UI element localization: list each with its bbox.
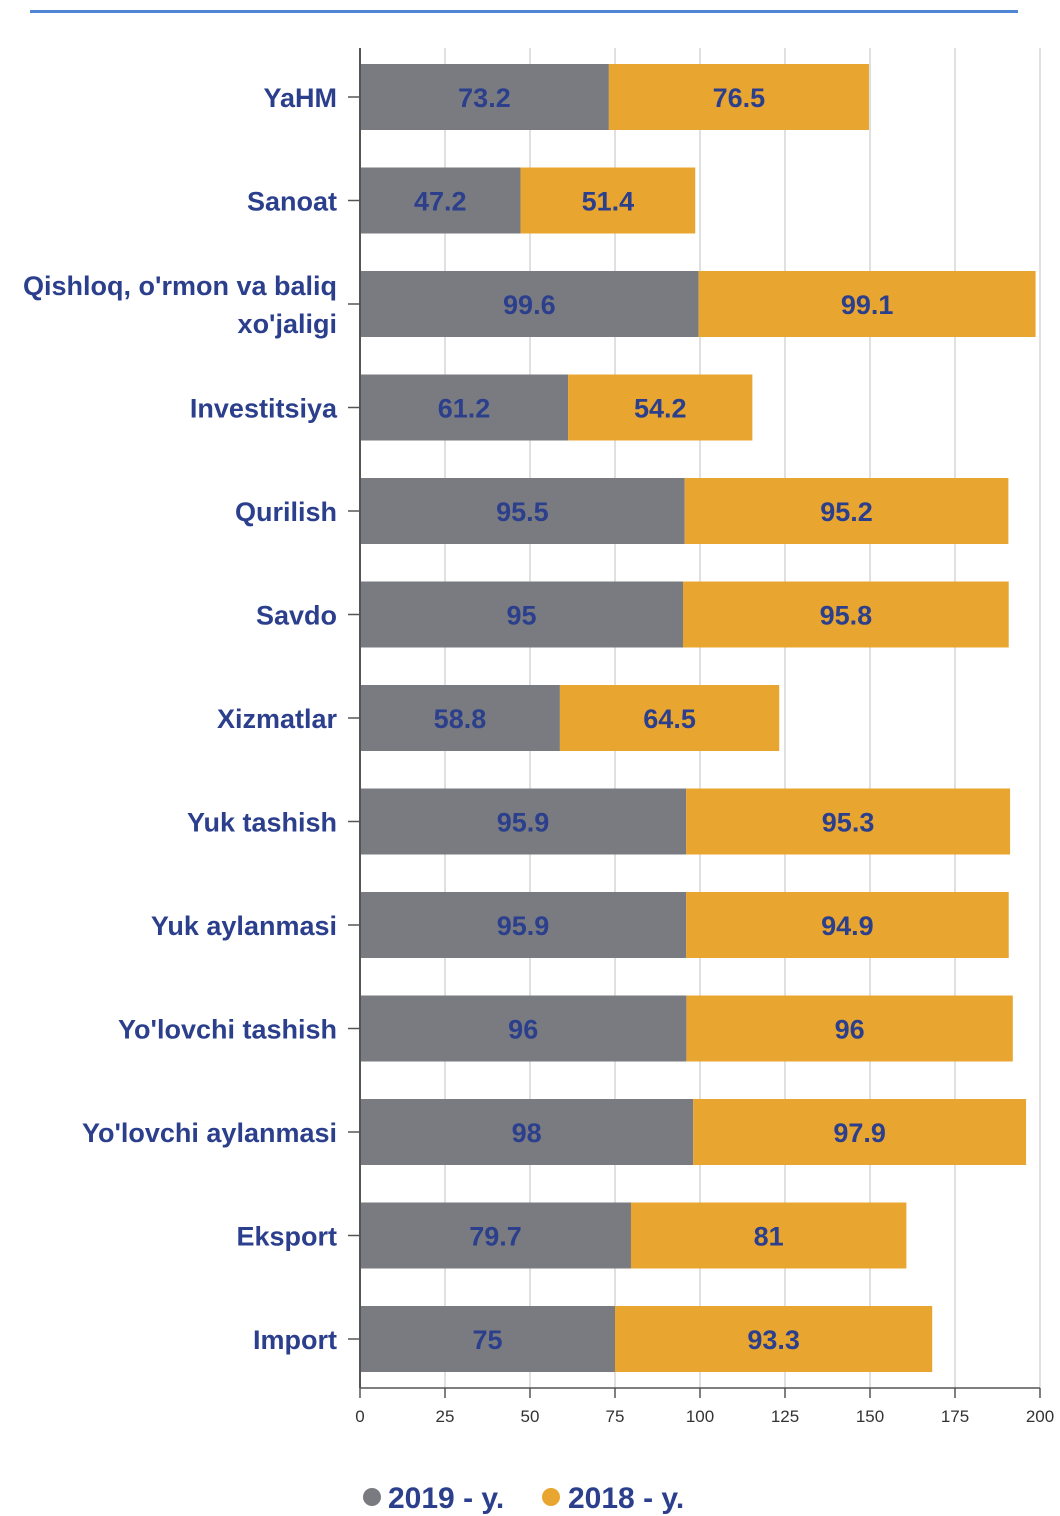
category-label-line: Yo'lovchi aylanmasi: [82, 1118, 337, 1148]
bar-2019: [360, 64, 609, 130]
category-label: Qurilish: [235, 497, 337, 527]
category-label: Investitsiya: [190, 394, 338, 424]
x-tick-label: 75: [606, 1407, 625, 1426]
value-label-2019: 47.2: [414, 187, 467, 217]
x-tick-label: 100: [686, 1407, 714, 1426]
x-tick-label: 200: [1026, 1407, 1054, 1426]
x-tick-label: 0: [355, 1407, 364, 1426]
bar-2018: [568, 374, 753, 441]
bar-2019: [360, 478, 685, 544]
category-label: Yo'lovchi aylanmasi: [82, 1118, 337, 1148]
legend-label-2018: 2018 - y.: [568, 1482, 684, 1515]
legend-label-2019: 2019 - y.: [388, 1482, 504, 1515]
bar-2019: [360, 685, 560, 751]
category-label: Sanoat: [247, 187, 337, 217]
value-label-2019: 61.2: [438, 394, 491, 424]
category-label: Yo'lovchi tashish: [118, 1015, 337, 1045]
bar-2018: [686, 995, 1013, 1062]
bar-2018: [608, 64, 869, 130]
value-label-2018: 96: [835, 1015, 865, 1045]
value-label-2019: 73.2: [458, 83, 511, 113]
legend-marker-2018: [542, 1488, 560, 1506]
x-tick-label: 25: [436, 1407, 455, 1426]
legend: 2019 - y. 2018 - y.: [363, 1482, 684, 1515]
value-label-2018: 54.2: [634, 394, 687, 424]
value-label-2018: 95.2: [820, 497, 873, 527]
bar-2019: [360, 788, 687, 855]
value-label-2019: 75: [472, 1325, 502, 1355]
category-label: Import: [253, 1325, 337, 1355]
value-label-2019: 98: [512, 1118, 542, 1148]
value-label-2019: 96: [508, 1015, 538, 1045]
value-label-2019: 95.9: [497, 808, 550, 838]
value-label-2018: 99.1: [841, 290, 894, 320]
category-label: YaHM: [263, 83, 337, 113]
category-label: Xizmatlar: [217, 704, 338, 734]
value-label-2018: 95.3: [822, 808, 875, 838]
bar-2019: [360, 167, 521, 234]
bar-2018: [683, 581, 1009, 648]
bar-2019: [360, 995, 687, 1062]
value-label-2019: 95.5: [496, 497, 549, 527]
category-label-line: Savdo: [256, 601, 337, 631]
value-label-2019: 99.6: [503, 290, 556, 320]
category-label-line: xo'jaligi: [238, 309, 337, 339]
bar-2019: [360, 892, 687, 958]
value-label-2018: 93.3: [747, 1325, 800, 1355]
category-label: Qishloq, o'rmon va baliq xo'jaligi: [23, 271, 337, 339]
category-label-line: YaHM: [263, 83, 337, 113]
category-label-line: Import: [253, 1325, 337, 1355]
bar-2018: [520, 167, 696, 234]
value-label-2018: 94.9: [821, 911, 874, 941]
value-label-2019: 95: [506, 601, 536, 631]
category-label-line: Xizmatlar: [217, 704, 338, 734]
category-label-line: Yuk aylanmasi: [151, 911, 337, 941]
bar-2018: [698, 271, 1036, 337]
x-tick-label: 175: [941, 1407, 969, 1426]
axes: 0 25 50 75 100 125 150 175 200 YaHM Sanoat Qishloq,…: [23, 48, 1054, 1426]
bar-2018: [615, 1306, 933, 1372]
bar-2019: [360, 1099, 694, 1165]
top-divider: [30, 10, 1018, 13]
x-tick-label: 125: [771, 1407, 799, 1426]
category-label: Yuk aylanmasi: [151, 911, 337, 941]
bar-2018: [630, 1202, 907, 1269]
bar-2018: [686, 788, 1011, 855]
bar-2019: [360, 271, 699, 337]
category-label: Eksport: [236, 1222, 337, 1252]
category-label-line: Qishloq, o'rmon va baliq: [23, 271, 337, 301]
category-label-line: Eksport: [236, 1222, 337, 1252]
bar-2018: [686, 892, 1009, 958]
value-label-2018: 81: [754, 1222, 784, 1252]
category-label-line: Yuk tashish: [187, 808, 337, 838]
bar-2018: [693, 1099, 1027, 1165]
bar-2019: [360, 1306, 615, 1372]
category-label: Savdo: [256, 601, 337, 631]
value-label-2018: 97.9: [833, 1118, 886, 1148]
value-label-2019: 79.7: [469, 1222, 522, 1252]
category-label-line: Yo'lovchi tashish: [118, 1015, 337, 1045]
value-label-2018: 64.5: [643, 704, 696, 734]
bar-2018: [559, 685, 780, 751]
legend-marker-2019: [363, 1488, 381, 1506]
bar-2019: [360, 374, 569, 441]
category-label-line: Qurilish: [235, 497, 337, 527]
bars: 73.2 76.5 47.2 51.4 99.6 99.1 61.2 54.2 95.5 95.2…: [360, 64, 1036, 1372]
value-label-2019: 95.9: [497, 911, 550, 941]
category-label-line: Investitsiya: [190, 394, 338, 424]
value-label-2018: 76.5: [713, 83, 766, 113]
x-tick-label: 150: [856, 1407, 884, 1426]
value-label-2019: 58.8: [434, 704, 487, 734]
x-tick-label: 50: [521, 1407, 540, 1426]
category-label: Yuk tashish: [187, 808, 337, 838]
bar-2018: [684, 478, 1009, 544]
category-label-line: Sanoat: [247, 187, 337, 217]
bar-2019: [360, 1202, 631, 1269]
value-label-2018: 95.8: [820, 601, 873, 631]
bar-2019: [360, 581, 683, 648]
value-label-2018: 51.4: [582, 187, 635, 217]
